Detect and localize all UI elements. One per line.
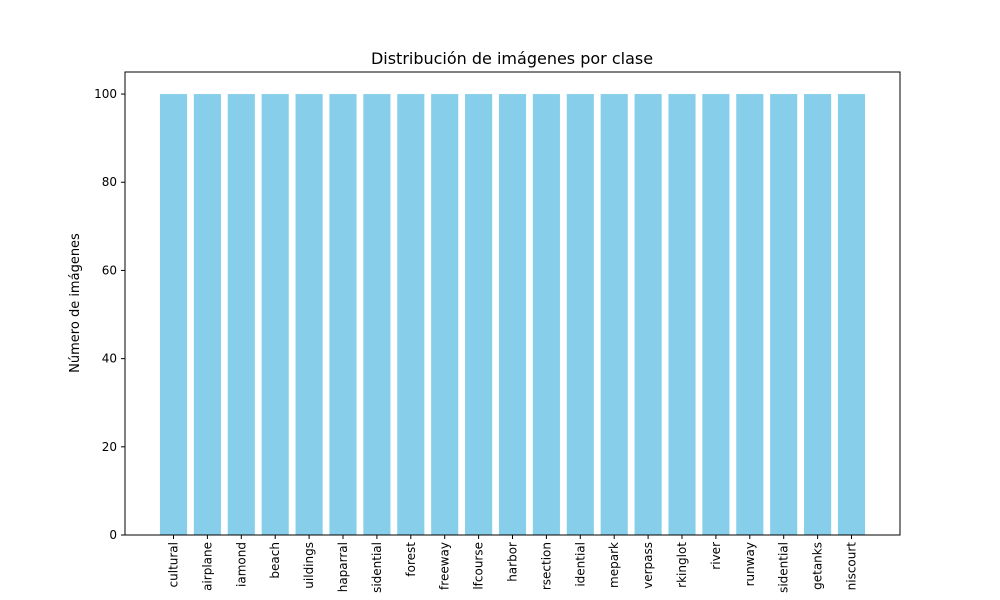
bar: [668, 94, 696, 536]
x-tick-label: mepark: [607, 542, 621, 588]
x-tick-label: beach: [268, 542, 282, 579]
x-tick-label: airplane: [200, 542, 214, 591]
x-tick-label: river: [709, 542, 723, 570]
x-tick-label: uildings: [302, 542, 316, 589]
x-tick-label: lfcourse: [472, 542, 486, 590]
x-tick-label: verpass: [641, 542, 655, 589]
x-tick-label: idential: [573, 542, 587, 587]
bar: [804, 94, 832, 536]
y-tick-label: 100: [94, 87, 117, 101]
bar: [295, 94, 323, 536]
x-tick-label: rsection: [539, 542, 553, 590]
bar: [634, 94, 662, 536]
bar: [770, 94, 798, 536]
x-tick-label: sidential: [370, 542, 384, 593]
y-tick-label: 0: [109, 528, 117, 542]
bar: [227, 94, 255, 536]
x-tick-label: freeway: [438, 542, 452, 590]
x-tick-label: haparral: [336, 542, 350, 592]
y-tick-label: 80: [102, 175, 117, 189]
bar: [702, 94, 730, 536]
x-tick-label: rkinglot: [675, 542, 689, 588]
y-axis: 0 20 40 60 80 100: [94, 87, 125, 542]
x-tick-label: runway: [743, 542, 757, 586]
bar: [532, 94, 560, 536]
bar: [465, 94, 493, 536]
x-tick-label: cultural: [167, 542, 181, 587]
plot-area: [159, 94, 866, 536]
bar: [600, 94, 628, 536]
y-tick-label: 20: [102, 440, 117, 454]
x-tick-label: forest: [404, 542, 418, 577]
bar: [837, 94, 866, 536]
x-axis: cultural airplane iamond beach uildings hapar…: [167, 535, 859, 593]
bar: [363, 94, 391, 536]
bar: [159, 94, 188, 536]
y-axis-label: Número de imágenes: [68, 233, 83, 373]
x-tick-label: getanks: [811, 542, 825, 590]
x-tick-label: iamond: [234, 542, 248, 587]
y-tick-label: 40: [102, 352, 117, 366]
chart-title: Distribución de imágenes por clase: [371, 49, 653, 68]
x-tick-label: sidential: [777, 542, 791, 593]
plot-frame: [124, 71, 901, 536]
y-tick-label: 60: [102, 263, 117, 277]
bar: [566, 94, 594, 536]
bar: [329, 94, 357, 536]
x-tick-label: niscourt: [845, 542, 859, 591]
bar: [736, 94, 764, 536]
bar: [261, 94, 289, 536]
bar: [193, 94, 221, 536]
bar: [397, 94, 425, 536]
bar: [431, 94, 459, 536]
bar: [498, 94, 527, 536]
x-tick-label: harbor: [506, 542, 520, 582]
